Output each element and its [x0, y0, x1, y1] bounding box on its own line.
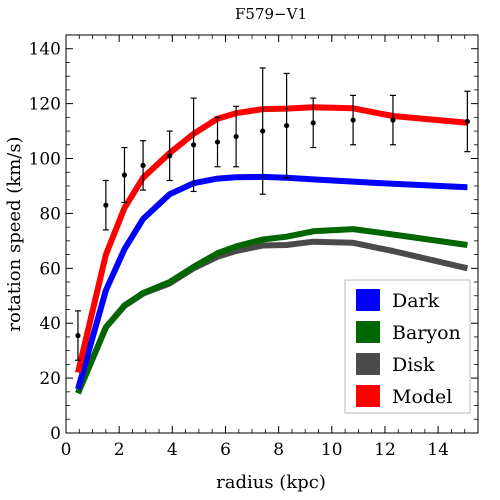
plot-area — [74, 67, 471, 395]
data-point — [233, 133, 239, 140]
chart-title: F579−V1 — [235, 5, 307, 23]
y-tick-label: 0 — [50, 424, 61, 444]
data-point — [140, 162, 146, 168]
legend-label-baryon: Baryon — [392, 322, 461, 344]
data-point — [190, 142, 197, 148]
legend-label-model: Model — [392, 386, 452, 408]
y-tick-label: 120 — [29, 95, 61, 115]
x-tick-label: 10 — [321, 440, 343, 460]
legend-swatch-baryon — [356, 321, 380, 343]
y-axis-ticks: 0 20 40 60 80 100 120 140 — [29, 40, 478, 444]
data-point — [464, 118, 470, 125]
legend-label-dark: Dark — [392, 290, 440, 312]
x-axis-title: radius (kpc) — [216, 472, 326, 493]
legend-swatch-disk — [356, 353, 380, 375]
x-axis-ticks: 0 2 4 6 8 10 12 14 — [61, 35, 466, 460]
legend-swatch-model — [356, 385, 380, 407]
x-tick-label: 2 — [114, 440, 125, 460]
plot-frame — [65, 34, 479, 434]
data-point — [390, 117, 396, 123]
y-tick-label: 100 — [29, 150, 61, 170]
legend-swatch-dark — [356, 289, 380, 311]
data-point — [214, 139, 221, 145]
x-tick-label: 8 — [273, 440, 284, 460]
data-point — [167, 153, 173, 159]
series-line-dark — [75, 173, 468, 390]
legend-label-disk: Disk — [392, 354, 435, 376]
data-point — [260, 128, 266, 134]
x-tick-label: 14 — [427, 440, 449, 460]
x-tick-label: 4 — [167, 440, 178, 460]
y-tick-label: 80 — [39, 204, 61, 224]
y-tick-label: 60 — [39, 259, 61, 279]
data-point — [350, 117, 356, 123]
series-line-baryon — [75, 226, 468, 395]
x-tick-label: 0 — [61, 440, 72, 460]
y-tick-label: 40 — [39, 314, 61, 334]
y-tick-label: 140 — [29, 40, 61, 60]
x-tick-label: 6 — [220, 440, 231, 460]
data-point — [310, 120, 316, 126]
series-line-model — [75, 104, 468, 374]
data-point — [121, 172, 128, 178]
data-point — [75, 332, 81, 339]
legend: Dark Baryon Disk Model — [344, 279, 471, 414]
data-point — [103, 202, 109, 208]
x-tick-label: 12 — [374, 440, 396, 460]
y-tick-label: 20 — [39, 369, 61, 389]
data-point — [284, 122, 290, 129]
y-axis-title: rotation speed (km/s) — [4, 136, 25, 331]
